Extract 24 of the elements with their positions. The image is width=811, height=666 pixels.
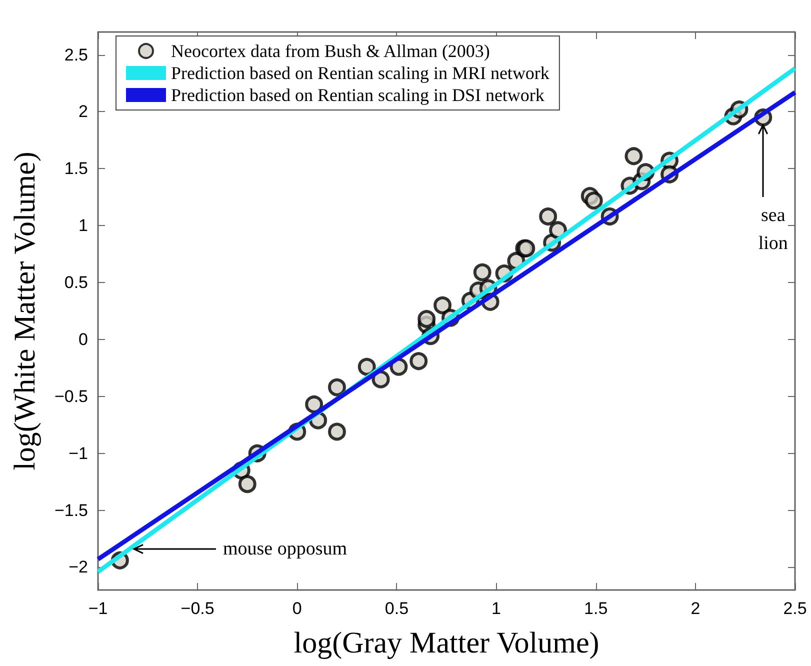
y-tick-label: −1.5	[54, 500, 88, 520]
x-tick-label: 1	[492, 599, 502, 618]
annotation: mouse opposum	[222, 538, 348, 560]
annotation: sea lion	[758, 204, 788, 254]
y-tick-label: 2.5	[64, 45, 88, 64]
x-axis-title: log(Gray Matter Volume)	[294, 626, 600, 660]
x-tick-label: −0.5	[180, 599, 214, 618]
y-axis-title: log(White Matter Volume)	[8, 152, 42, 470]
y-tick-label: 0	[78, 330, 88, 349]
x-tick-label: 2.5	[783, 599, 807, 618]
y-tick-label: 1	[78, 216, 88, 236]
legend-label: Neocortex data from Bush & Allman (2003)	[171, 41, 490, 61]
legend-label: Prediction based on Rentian scaling in DSI network	[171, 85, 544, 105]
x-tick-label: 0	[292, 599, 302, 618]
y-tick-label: −0.5	[54, 386, 88, 406]
y-tick-label: 2	[78, 102, 88, 122]
y-tick-label: 0.5	[64, 273, 88, 292]
y-tick-label: −1	[68, 444, 88, 463]
x-tick-label: 2	[690, 599, 700, 618]
y-tick-label: 1.5	[64, 159, 88, 178]
x-tick-label: 1.5	[584, 599, 608, 618]
x-tick-label: 0.5	[384, 599, 409, 618]
y-tick-label: −2	[68, 558, 88, 577]
legend-label: Prediction based on Rentian scaling in MRI network	[171, 63, 550, 83]
